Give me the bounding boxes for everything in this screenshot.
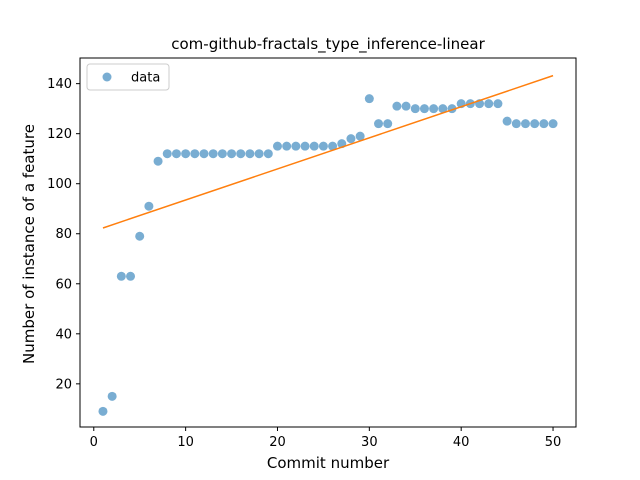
data-point xyxy=(98,407,107,416)
data-point xyxy=(154,157,163,166)
y-tick-label: 40 xyxy=(55,327,72,342)
data-point xyxy=(117,272,126,281)
data-point xyxy=(291,142,300,151)
data-point xyxy=(301,142,310,151)
data-point xyxy=(245,149,254,158)
data-point xyxy=(181,149,190,158)
data-point xyxy=(374,119,383,128)
data-point xyxy=(319,142,328,151)
data-point xyxy=(264,149,273,158)
data-point xyxy=(420,104,429,113)
data-point xyxy=(512,119,521,128)
data-point xyxy=(236,149,245,158)
data-point xyxy=(503,117,512,126)
data-point xyxy=(310,142,319,151)
data-point xyxy=(282,142,291,151)
x-tick-label: 20 xyxy=(269,435,286,450)
data-point xyxy=(402,102,411,111)
data-point xyxy=(521,119,530,128)
data-point xyxy=(190,149,199,158)
legend: data xyxy=(87,64,169,90)
data-point xyxy=(144,202,153,211)
data-point xyxy=(493,99,502,108)
data-point xyxy=(135,232,144,241)
x-tick-label: 10 xyxy=(177,435,194,450)
x-tick-label: 40 xyxy=(453,435,470,450)
x-axis-title: Commit number xyxy=(267,454,390,472)
chart-title: com-github-fractals_type_inference-linea… xyxy=(171,35,485,54)
data-point xyxy=(209,149,218,158)
data-point xyxy=(126,272,135,281)
data-point xyxy=(411,104,420,113)
data-point xyxy=(392,102,401,111)
data-point xyxy=(108,392,117,401)
data-point xyxy=(346,134,355,143)
legend-marker-data xyxy=(103,73,112,82)
legend-label-data: data xyxy=(131,71,160,86)
data-point xyxy=(163,149,172,158)
x-tick-label: 0 xyxy=(90,435,98,450)
data-point xyxy=(539,119,548,128)
data-point xyxy=(200,149,209,158)
data-point xyxy=(549,119,558,128)
data-point xyxy=(172,149,181,158)
data-point xyxy=(255,149,264,158)
x-tick-label: 30 xyxy=(361,435,378,450)
data-point xyxy=(273,142,282,151)
y-tick-label: 100 xyxy=(47,177,72,192)
y-tick-label: 140 xyxy=(47,77,72,92)
data-point xyxy=(218,149,227,158)
data-point xyxy=(530,119,539,128)
y-axis-title: Number of instance of a feature xyxy=(20,124,38,364)
y-tick-label: 120 xyxy=(47,127,72,142)
data-point xyxy=(365,94,374,103)
data-point xyxy=(429,104,438,113)
data-point xyxy=(383,119,392,128)
data-point xyxy=(227,149,236,158)
y-tick-label: 20 xyxy=(55,377,72,392)
y-tick-label: 60 xyxy=(55,277,72,292)
x-tick-label: 50 xyxy=(545,435,562,450)
y-tick-label: 80 xyxy=(55,227,72,242)
data-point xyxy=(484,99,493,108)
